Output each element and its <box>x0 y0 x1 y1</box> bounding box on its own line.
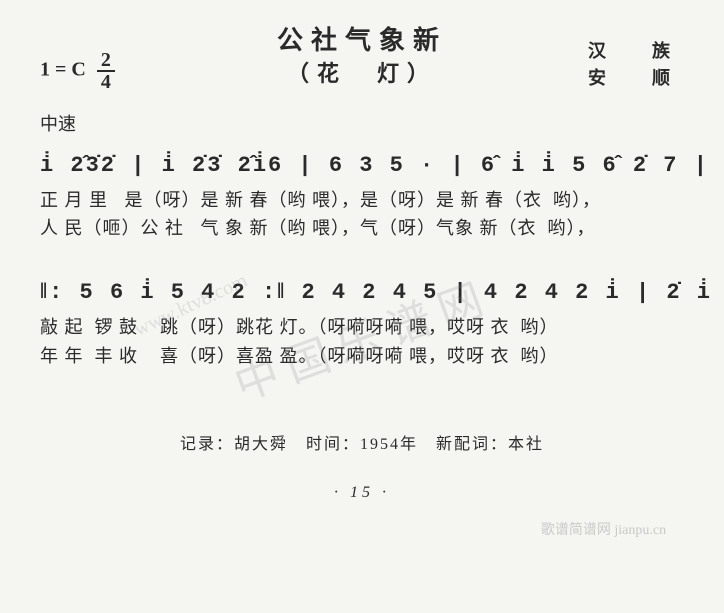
ethnic-label: 汉 族 <box>588 38 684 65</box>
tempo-marking: 中速 <box>40 110 684 136</box>
staff-line-2: ‖: 5 6 i̇ 5 4 2 :‖ 2 4 2 4 5 | 4 2 4 2 i… <box>40 273 684 370</box>
key-text: 1 = C <box>40 59 86 81</box>
lyric-row-1a: 正 月 里 是（呀）是 新 春（哟 喂），是（呀）是 新 春（衣 哟）， <box>40 186 684 215</box>
time-numerator: 2 <box>97 50 115 72</box>
region-label: 安 顺 <box>588 65 684 92</box>
lyric-row-2b: 年 年 丰 收 喜（呀）喜盈 盈。（呀嗬呀嗬 喂，哎呀 衣 哟） <box>40 342 684 371</box>
score-title: 公社气象新 <box>277 20 447 57</box>
time-signature: 2 4 <box>97 50 115 92</box>
origin-label: 汉 族 安 顺 <box>588 38 684 92</box>
score-subtitle: （花 灯） <box>287 56 437 88</box>
staff-line-1: i̇ 2̂3̇2̇ | i̇ 2̇3̇ 2̂i̇6 | 6 3 5 · | 6̂… <box>40 146 684 243</box>
time-denominator: 4 <box>97 72 115 92</box>
watermark-corner: 歌谱简谱网 jianpu.cn <box>541 519 666 539</box>
page-number: · 15 · <box>40 484 684 502</box>
lyric-row-1b: 人 民（咂）公 社 气 象 新（哟 喂），气（呀）气象 新（衣 哟）， <box>40 214 684 243</box>
notation-row-1: i̇ 2̂3̇2̇ | i̇ 2̇3̇ 2̂i̇6 | 6 3 5 · | 6̂… <box>40 146 684 186</box>
key-signature: 1 = C 2 4 <box>40 50 115 92</box>
header: 公社气象新 （花 灯） 1 = C 2 4 汉 族 安 顺 <box>40 20 684 90</box>
lyric-row-2a: 敲 起 锣 鼓 跳（呀）跳花 灯。（呀嗬呀嗬 喂，哎呀 衣 哟） <box>40 313 684 342</box>
notation-row-2: ‖: 5 6 i̇ 5 4 2 :‖ 2 4 2 4 5 | 4 2 4 2 i… <box>40 273 684 313</box>
credits-line: 记录：胡大舜 时间：1954年 新配词：本社 <box>40 430 684 454</box>
